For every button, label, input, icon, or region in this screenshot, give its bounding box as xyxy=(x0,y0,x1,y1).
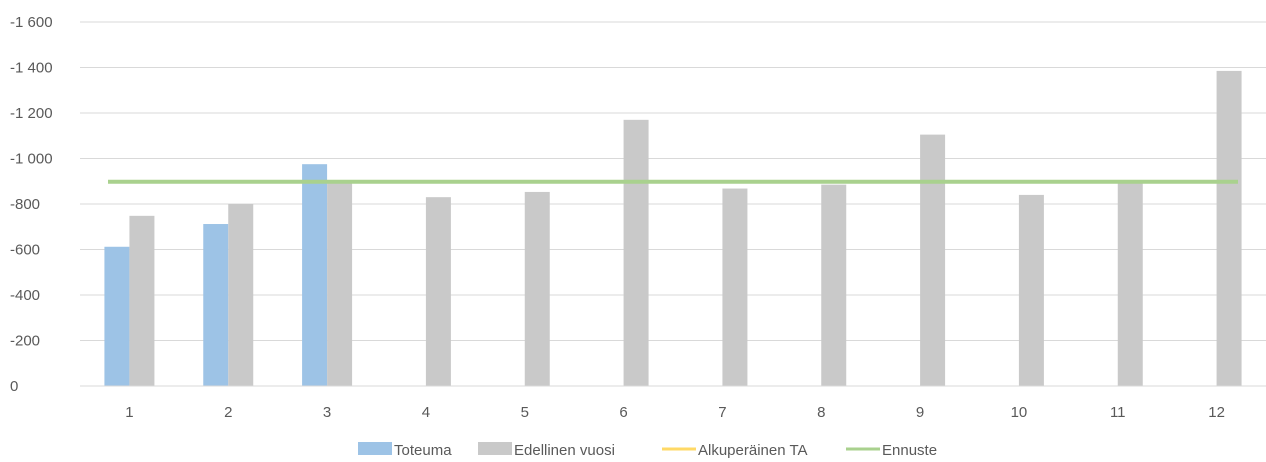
y-axis-labels: 0 -200 -400 -600 -800 -1 000 -1 200 -1 400 -1 60… xyxy=(10,14,53,395)
bar-toteuma xyxy=(302,164,328,386)
bar-edellinen-vuosi xyxy=(524,191,550,386)
bar-toteuma xyxy=(104,246,130,386)
legend-label-toteuma: Toteuma xyxy=(394,442,452,459)
x-tick-label: 12 xyxy=(1208,404,1225,421)
x-tick-label: 11 xyxy=(1110,404,1126,421)
bar-edellinen-vuosi xyxy=(1117,182,1143,386)
y-tick-label: -1 400 xyxy=(10,60,53,77)
legend-label-ennuste: Ennuste xyxy=(882,442,937,459)
y-tick-label: -600 xyxy=(10,242,40,259)
y-tick-label: -1 200 xyxy=(10,105,53,122)
x-tick-label: 5 xyxy=(521,404,529,421)
bar-edellinen-vuosi xyxy=(1216,70,1242,386)
x-axis-labels: 1 2 3 4 5 6 7 8 9 10 11 12 xyxy=(125,404,1225,421)
bar-edellinen-vuosi xyxy=(1018,194,1044,386)
legend-swatch-toteuma xyxy=(358,442,392,455)
y-tick-label: -400 xyxy=(10,287,40,304)
x-tick-label: 7 xyxy=(718,404,726,421)
bars xyxy=(104,70,1242,386)
bar-edellinen-vuosi xyxy=(920,134,946,386)
bar-edellinen-vuosi xyxy=(129,215,155,386)
bar-edellinen-vuosi xyxy=(425,197,451,386)
x-tick-label: 8 xyxy=(817,404,825,421)
legend-swatch-edellinen-vuosi xyxy=(478,442,512,455)
y-tick-label: -200 xyxy=(10,333,40,350)
legend: Toteuma Edellinen vuosi Alkuperäinen TA Enn… xyxy=(358,442,937,459)
bar-edellinen-vuosi xyxy=(327,182,353,386)
y-tick-label: 0 xyxy=(10,378,18,395)
x-tick-label: 2 xyxy=(224,404,232,421)
y-tick-label: -800 xyxy=(10,196,40,213)
legend-label-edellinen-vuosi: Edellinen vuosi xyxy=(514,442,615,459)
bar-edellinen-vuosi xyxy=(821,184,847,386)
x-tick-label: 3 xyxy=(323,404,331,421)
bar-edellinen-vuosi xyxy=(228,204,254,386)
bar-edellinen-vuosi xyxy=(623,119,649,386)
y-tick-label: -1 600 xyxy=(10,14,53,31)
x-tick-label: 10 xyxy=(1011,404,1028,421)
bar-toteuma xyxy=(203,224,229,386)
grid-lines xyxy=(80,21,1266,341)
bar-edellinen-vuosi xyxy=(722,188,748,386)
x-tick-label: 9 xyxy=(916,404,924,421)
x-tick-label: 4 xyxy=(422,404,430,421)
x-tick-label: 6 xyxy=(619,404,627,421)
legend-label-alkuper-inen-ta: Alkuperäinen TA xyxy=(698,442,808,459)
y-tick-label: -1 000 xyxy=(10,151,53,168)
x-tick-label: 1 xyxy=(125,404,133,421)
